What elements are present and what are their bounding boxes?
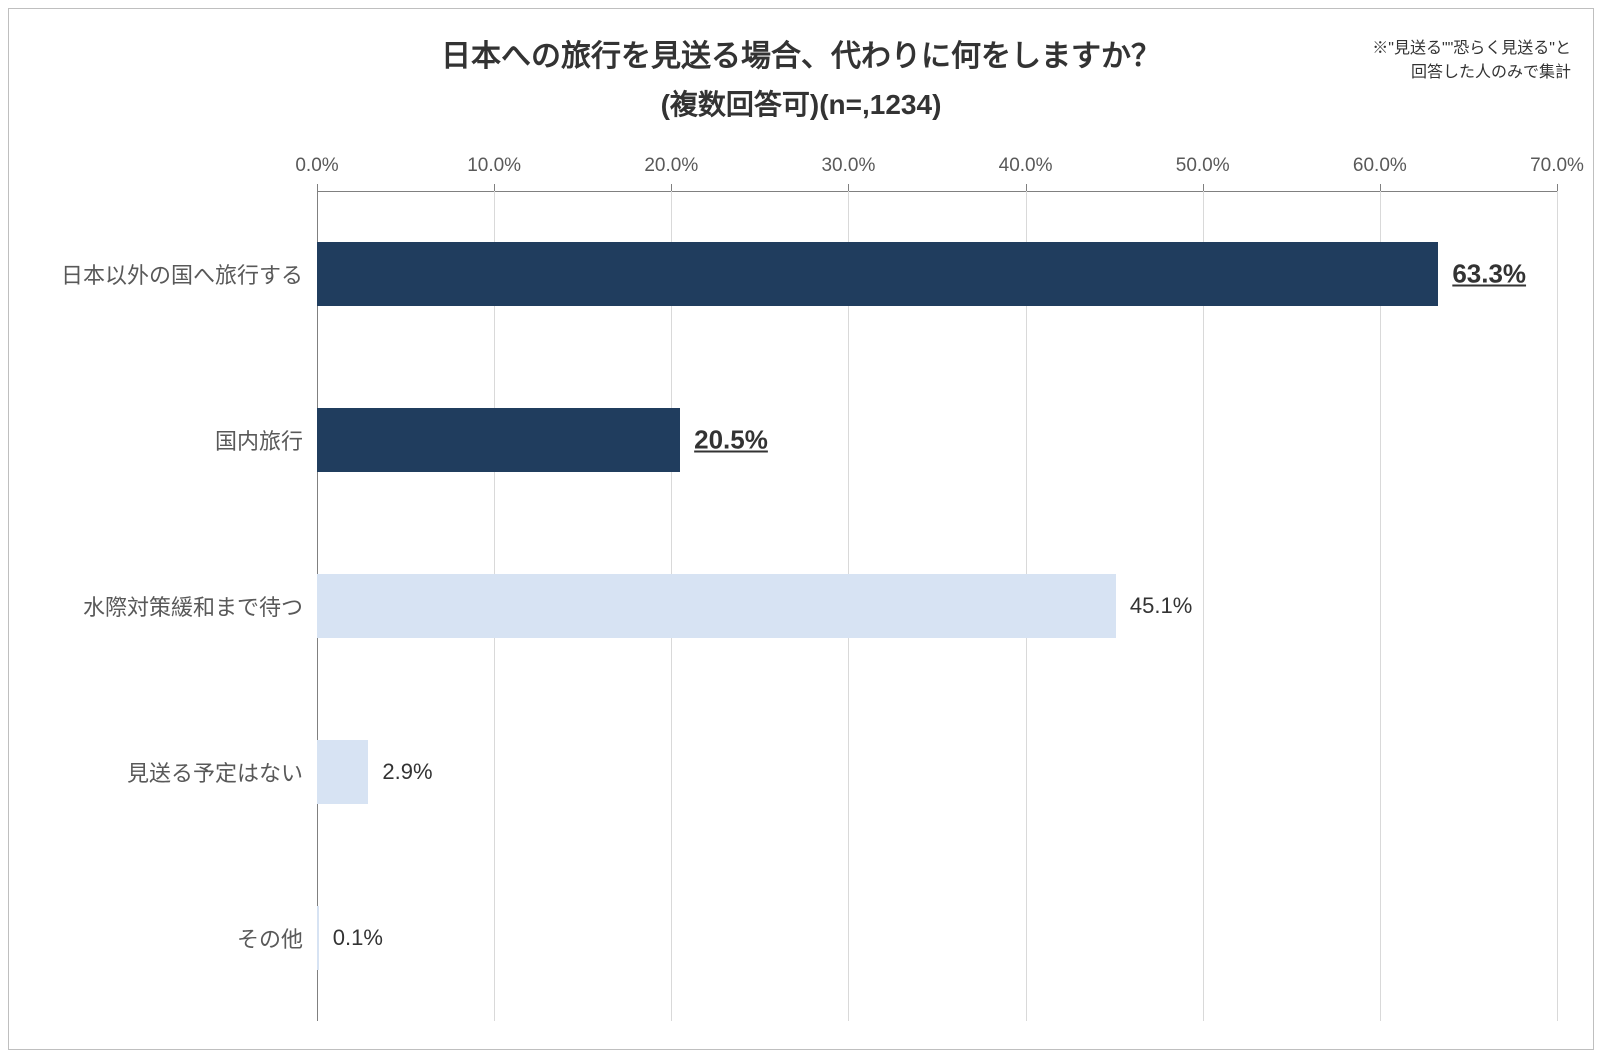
footnote-line-2: 回答した人のみで集計 (1372, 61, 1571, 85)
value-label: 2.9% (382, 759, 432, 785)
x-tick-label: 20.0% (644, 155, 698, 177)
title-line-2: (複数回答可)(n=,1234) (661, 83, 942, 123)
bar (317, 906, 319, 970)
bar (317, 408, 680, 472)
value-label: 20.5% (694, 425, 768, 456)
x-tick (1203, 184, 1204, 191)
value-label: 0.1% (333, 925, 383, 951)
x-tick (1026, 184, 1027, 191)
gridline (1557, 191, 1558, 1021)
bar-row: 日本以外の国へ旅行する63.3% (317, 242, 1557, 306)
category-label: 国内旅行 (215, 424, 303, 456)
x-tick (1557, 184, 1558, 191)
chart-title: 日本への旅行を見送る場合、代わりに何をしますか？ (複数回答可)(n=,1234… (9, 31, 1593, 123)
x-tick (1380, 184, 1381, 191)
x-tick-label: 50.0% (1176, 155, 1230, 177)
bar-row: 水際対策緩和まで待つ45.1% (317, 574, 1557, 638)
x-tick (494, 184, 495, 191)
plot-area: 0.0%10.0%20.0%30.0%40.0%50.0%60.0%70.0%日… (317, 191, 1557, 1021)
x-tick (671, 184, 672, 191)
x-tick-label: 0.0% (295, 155, 338, 177)
footnote-line-1: ※"見送る""恐らく見送る"と (1372, 37, 1571, 61)
x-tick-label: 60.0% (1353, 155, 1407, 177)
chart-frame: 日本への旅行を見送る場合、代わりに何をしますか？ (複数回答可)(n=,1234… (8, 8, 1594, 1050)
x-tick (848, 184, 849, 191)
category-label: 水際対策緩和まで待つ (83, 590, 303, 622)
value-label: 63.3% (1452, 259, 1526, 290)
x-tick-label: 10.0% (467, 155, 521, 177)
bar (317, 242, 1438, 306)
category-label: その他 (237, 922, 303, 954)
bar-row: 国内旅行20.5% (317, 408, 1557, 472)
x-tick-label: 40.0% (999, 155, 1053, 177)
x-tick (317, 184, 318, 191)
category-label: 日本以外の国へ旅行する (61, 258, 303, 290)
title-line-1: 日本への旅行を見送る場合、代わりに何をしますか？ (441, 31, 1161, 75)
bar (317, 740, 368, 804)
x-tick-label: 30.0% (821, 155, 875, 177)
bar (317, 574, 1116, 638)
category-label: 見送る予定はない (127, 756, 303, 788)
bar-row: その他0.1% (317, 906, 1557, 970)
x-axis (317, 191, 1557, 192)
x-tick-label: 70.0% (1530, 155, 1584, 177)
chart-footnote: ※"見送る""恐らく見送る"と 回答した人のみで集計 (1372, 37, 1571, 85)
value-label: 45.1% (1130, 593, 1192, 619)
bar-row: 見送る予定はない2.9% (317, 740, 1557, 804)
